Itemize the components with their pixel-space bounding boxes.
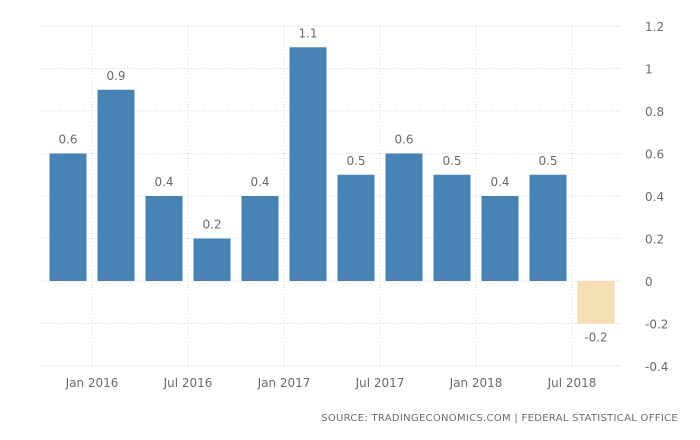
- data-label: 0.4: [490, 175, 509, 189]
- y-tick-label: 0: [645, 275, 653, 289]
- data-label: 0.5: [346, 154, 365, 168]
- x-tick-label: Jan 2016: [65, 376, 119, 390]
- y-tick-label: -0.4: [645, 360, 668, 374]
- data-label: -0.2: [584, 331, 607, 345]
- bar: [97, 89, 135, 281]
- bar: [337, 174, 375, 281]
- bar: [49, 153, 87, 281]
- bar: [289, 47, 327, 281]
- y-tick-label: 0.4: [645, 190, 664, 204]
- bar: [481, 196, 519, 281]
- data-label: 0.5: [442, 154, 461, 168]
- x-tick-label: Jul 2016: [163, 376, 213, 390]
- grid-lines: [40, 25, 620, 367]
- bar: [529, 174, 567, 281]
- bar: [241, 196, 279, 281]
- y-tick-label: 1.2: [645, 20, 664, 34]
- bar: [577, 281, 615, 324]
- bar: [433, 174, 471, 281]
- data-label: 0.2: [202, 218, 221, 232]
- data-label: 0.9: [106, 69, 125, 83]
- bar: [145, 196, 183, 281]
- x-axis: Jan 2016 Jul 2016 Jan 2017 Jul 2017 Jan 2018…: [65, 376, 597, 390]
- y-tick-label: -0.2: [645, 318, 668, 332]
- data-label: 0.4: [154, 175, 173, 189]
- y-axis: 1.2 1 0.8 0.6 0.4 0.2 0 -0.2 -0.4: [645, 20, 668, 374]
- x-tick-label: Jul 2017: [355, 376, 405, 390]
- bars: [49, 47, 615, 324]
- x-tick-label: Jan 2018: [449, 376, 503, 390]
- bar: [193, 238, 231, 281]
- source-note: SOURCE: TRADINGECONOMICS.COM | FEDERAL S…: [321, 413, 678, 424]
- data-labels: 0.6 0.9 0.4 0.2 0.4 1.1 0.5 0.6 0.5 0.4 0.5 -0.2: [58, 26, 607, 344]
- bar: [385, 153, 423, 281]
- x-tick-label: Jul 2018: [547, 376, 597, 390]
- data-label: 0.6: [58, 133, 77, 147]
- data-label: 0.5: [538, 154, 557, 168]
- y-tick-label: 0.2: [645, 233, 664, 247]
- data-label: 0.6: [394, 133, 413, 147]
- y-tick-label: 0.8: [645, 105, 664, 119]
- y-tick-label: 1: [645, 63, 653, 77]
- x-tick-label: Jan 2017: [257, 376, 311, 390]
- data-label: 0.4: [250, 175, 269, 189]
- data-label: 1.1: [298, 26, 317, 40]
- y-tick-label: 0.6: [645, 148, 664, 162]
